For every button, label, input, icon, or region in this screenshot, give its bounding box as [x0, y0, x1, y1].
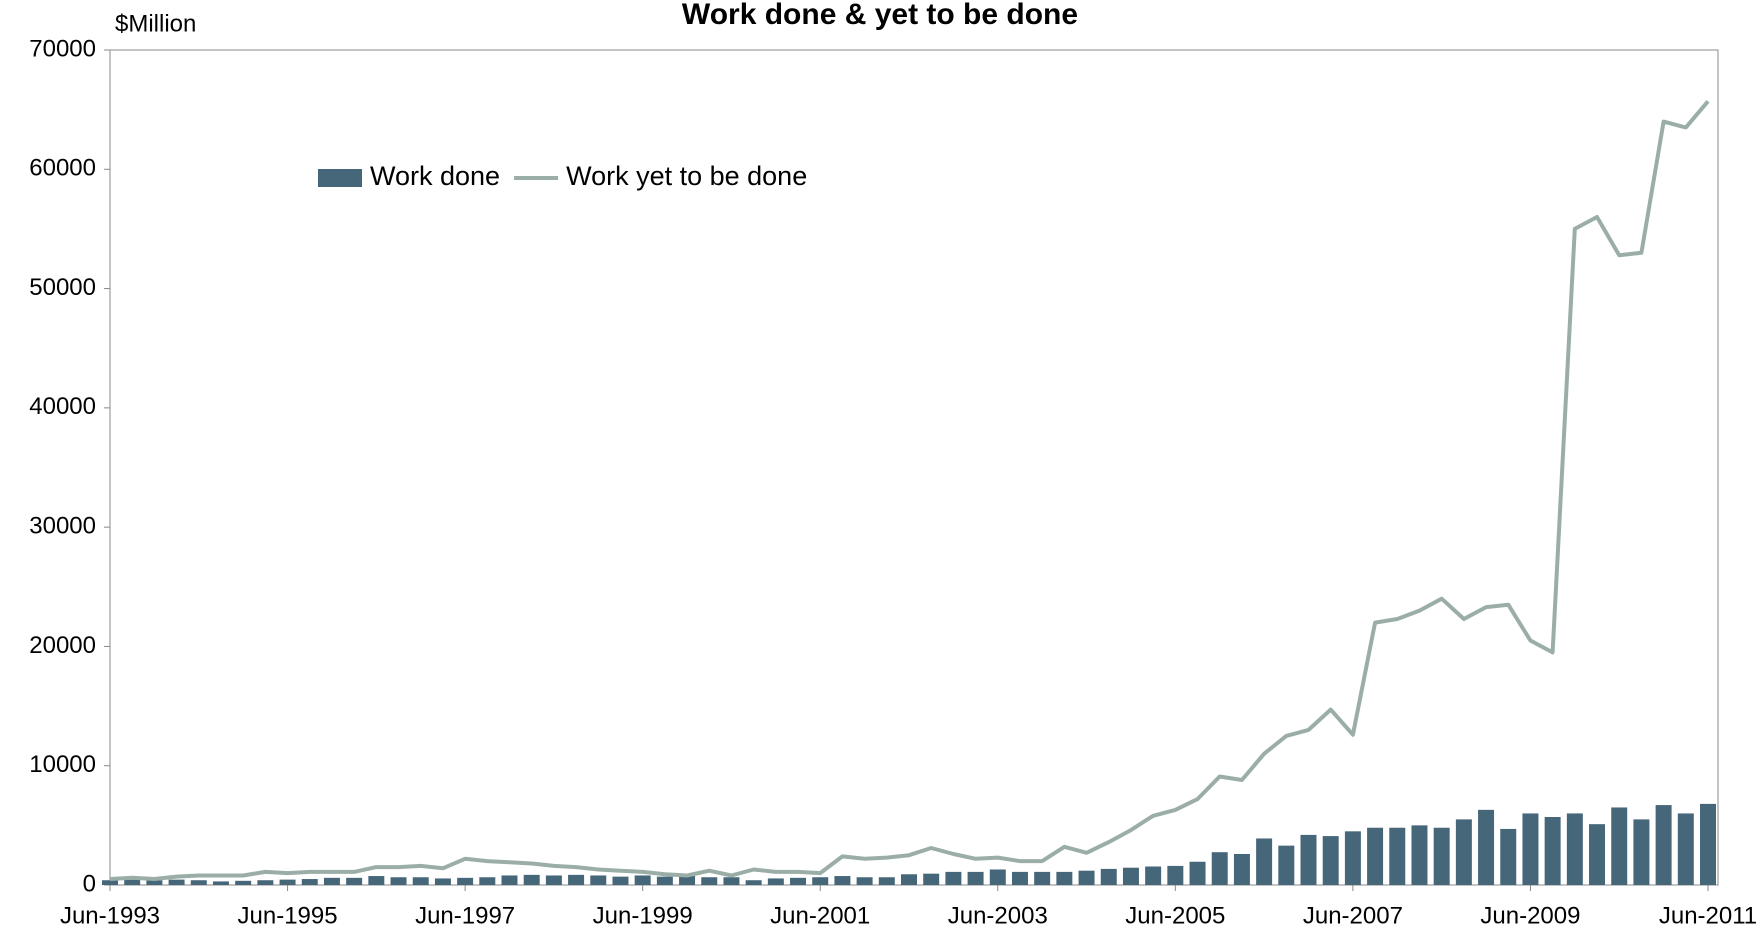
- bar: [1589, 824, 1606, 885]
- bar: [1367, 827, 1384, 885]
- x-tick-label: Jun-2005: [1125, 902, 1225, 929]
- bar: [168, 879, 185, 885]
- bar: [190, 880, 207, 885]
- y-axis-title: $Million: [115, 10, 196, 37]
- bar: [301, 879, 318, 885]
- x-tick-label: Jun-1995: [238, 902, 338, 929]
- bar: [1411, 825, 1428, 885]
- bar: [323, 877, 340, 885]
- bar: [945, 871, 962, 885]
- bar: [1011, 871, 1028, 885]
- legend-label: Work done: [370, 161, 500, 191]
- bar: [590, 875, 607, 885]
- legend-swatch: [318, 169, 362, 187]
- bar: [856, 877, 873, 885]
- bar: [1278, 845, 1295, 885]
- bar: [257, 880, 274, 885]
- bar: [834, 876, 851, 885]
- bar: [923, 873, 940, 885]
- bar: [901, 874, 917, 885]
- y-tick-label: 60000: [29, 155, 96, 182]
- bar: [1256, 838, 1273, 885]
- x-tick-label: Jun-2011: [1659, 902, 1757, 929]
- bar: [1122, 867, 1139, 885]
- bar: [1700, 803, 1716, 885]
- bar: [501, 875, 518, 885]
- bar: [634, 875, 651, 885]
- bar: [346, 877, 363, 885]
- bar: [745, 880, 762, 885]
- bar: [1478, 809, 1495, 885]
- bar: [545, 875, 562, 885]
- y-tick-label: 20000: [29, 632, 96, 659]
- bar: [1633, 819, 1650, 885]
- bar: [1034, 871, 1051, 885]
- x-tick-label: Jun-2003: [948, 902, 1048, 929]
- bar: [479, 877, 496, 885]
- legend-label: Work yet to be done: [566, 161, 807, 191]
- x-tick-label: Jun-2007: [1303, 902, 1403, 929]
- bar: [568, 874, 585, 885]
- bar: [1056, 871, 1073, 885]
- x-tick-label: Jun-1997: [415, 902, 515, 929]
- bar: [679, 876, 696, 885]
- bar: [1322, 836, 1339, 885]
- y-tick-label: 30000: [29, 512, 96, 539]
- y-tick-label: 0: [83, 870, 96, 897]
- bar: [701, 877, 718, 885]
- bar: [146, 880, 163, 885]
- x-tick-label: Jun-2001: [770, 902, 870, 929]
- bar: [235, 880, 252, 885]
- x-tick-label: Jun-1993: [60, 902, 160, 929]
- bar: [412, 877, 429, 885]
- bar: [878, 877, 895, 885]
- bar: [1455, 819, 1472, 885]
- bar: [790, 877, 807, 885]
- line: [109, 100, 1710, 881]
- bar: [767, 878, 784, 885]
- bar: [1078, 870, 1095, 885]
- bar: [1544, 817, 1561, 885]
- x-tick-label: Jun-2009: [1480, 902, 1580, 929]
- bar: [1300, 834, 1317, 885]
- y-tick-label: 40000: [29, 393, 96, 420]
- bar: [279, 879, 296, 885]
- bar: [1145, 866, 1162, 885]
- bar: [1522, 813, 1539, 885]
- y-tick-label: 50000: [29, 274, 96, 301]
- bar: [212, 881, 229, 885]
- bar: [124, 879, 141, 885]
- bar: [1433, 827, 1450, 885]
- bar: [1677, 813, 1694, 885]
- bar: [1189, 861, 1206, 885]
- bar: [434, 878, 451, 885]
- bar: [1167, 865, 1184, 885]
- y-tick-label: 70000: [29, 35, 96, 62]
- chart-title: Work done & yet to be done: [682, 0, 1078, 31]
- bar: [1211, 852, 1228, 885]
- bar: [1611, 807, 1628, 885]
- bar: [457, 877, 474, 885]
- bar: [812, 877, 829, 885]
- bar: [368, 876, 385, 885]
- bar: [1500, 828, 1517, 885]
- bar: [1233, 853, 1250, 885]
- bar: [656, 876, 673, 885]
- bar: [1344, 831, 1361, 885]
- x-tick-label: Jun-1999: [593, 902, 693, 929]
- bar: [523, 874, 540, 885]
- bar: [612, 876, 629, 885]
- bar: [102, 880, 118, 885]
- bar: [989, 869, 1006, 885]
- bar: [723, 877, 740, 885]
- bar: [1389, 827, 1406, 885]
- bar: [1566, 813, 1583, 885]
- bar: [390, 877, 407, 885]
- bar: [1100, 868, 1117, 885]
- bar: [967, 871, 984, 885]
- y-tick-label: 10000: [29, 751, 96, 778]
- bar: [1655, 805, 1672, 885]
